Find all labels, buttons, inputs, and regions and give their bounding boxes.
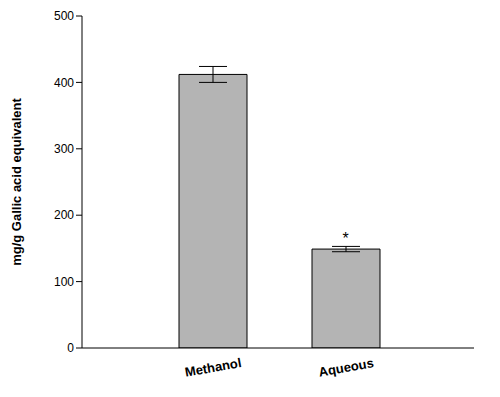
svg-text:300: 300 — [54, 142, 74, 156]
svg-text:500: 500 — [54, 9, 74, 23]
svg-text:0: 0 — [67, 341, 74, 355]
svg-text:mg/g Gallic acid equivalent: mg/g Gallic acid equivalent — [9, 98, 24, 266]
svg-text:Aqueous: Aqueous — [317, 355, 374, 379]
svg-text:100: 100 — [54, 275, 74, 289]
svg-text:400: 400 — [54, 76, 74, 90]
svg-text:Methanol: Methanol — [184, 355, 243, 380]
svg-text:*: * — [342, 230, 348, 247]
svg-text:200: 200 — [54, 208, 74, 222]
